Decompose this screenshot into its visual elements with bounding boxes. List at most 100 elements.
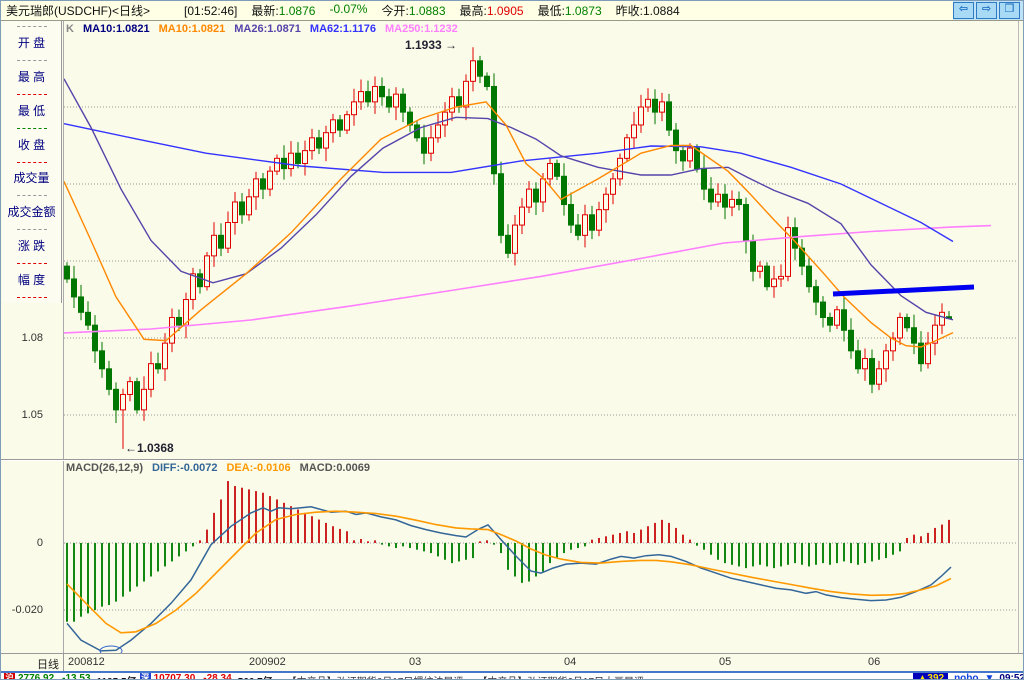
quote-field-value: 1.0876	[278, 4, 316, 18]
ma-line-MA10	[64, 101, 954, 348]
macd-pane	[66, 481, 952, 652]
sidebar-value-dashes	[16, 93, 47, 95]
sidebar-field-label: 成交金额	[7, 205, 56, 220]
filter-funnel-icon[interactable]: ▼	[984, 673, 995, 680]
quote-topbar: 美元瑞郎(USDCHF)<日线> [01:52:46] 最新:1.0876 -0.…	[1, 1, 1023, 21]
y-axis-label: 1.05	[21, 409, 43, 421]
macd-legend: MACD(26,12,9) DIFF:-0.0072 DEA:-0.0106 MACD…	[66, 462, 379, 474]
back-button[interactable]: ⇦	[953, 2, 974, 19]
ma-legend-item: MA10:1.0821	[158, 23, 226, 35]
diff-line	[66, 506, 952, 652]
quote-field: 最低:1.0873	[538, 2, 602, 19]
ma-legend-item: MA10:1.0821	[82, 23, 150, 35]
sidebar-value-dashes	[16, 161, 47, 163]
price-pane	[64, 47, 992, 449]
quote-field: 今开:1.0883	[381, 2, 445, 19]
quote-field-label: 最新:	[251, 4, 279, 18]
x-axis-label: 200812	[68, 656, 105, 668]
x-axis-row: 日线 200812 200902 03 04 05 06	[1, 653, 1023, 672]
y-axis-label: -0.020	[11, 604, 43, 616]
period-tab-daily[interactable]: 日线	[37, 659, 59, 671]
quote-field: 最高:1.0905	[460, 2, 524, 19]
sidebar-value-dashes	[16, 59, 47, 61]
x-axis-label: 06	[868, 656, 881, 668]
ma-legend-item: MA62:1.1176	[309, 23, 376, 35]
x-axis-label: 05	[719, 656, 732, 668]
status-time: 09:52	[999, 673, 1024, 680]
quote-field: -0.07%	[329, 2, 367, 19]
quote-field-value: 1.0883	[408, 4, 446, 18]
market-icon: 沪	[4, 673, 15, 679]
ma-legend-item: MA250:1.1232	[384, 23, 458, 35]
sidebar-value-dashes	[16, 26, 47, 27]
quote-field-value: -0.07%	[329, 2, 368, 16]
y-axis-label: 0	[36, 537, 43, 549]
quote-field-value: 1.0905	[486, 4, 524, 18]
sidebar-value-dashes	[16, 127, 47, 129]
clock: [01:52:46]	[184, 3, 238, 18]
news-headline[interactable]: 【中产品】弘证期货6月17日大豆早评	[477, 677, 644, 679]
sidebar-value-dashes	[16, 229, 47, 231]
ma-legend: K MA10:1.0821 MA10:1.0821 MA26:1.0871 MA62:1…	[66, 23, 467, 35]
sidebar-field-label: 最 高	[17, 69, 46, 84]
macd-legend-item: DIFF:-0.0072	[152, 462, 218, 474]
sidebar-value-dashes	[16, 297, 47, 298]
topbar-buttons: ⇦ ⇨ ❐	[953, 1, 1023, 20]
sidebar-value-dashes	[16, 263, 47, 265]
market-turnover: 1195.5亿	[97, 673, 137, 679]
sidebar-field-label: 收 盘	[17, 137, 46, 152]
nobo-link[interactable]: nobo	[954, 673, 979, 680]
market-change-value: -13.53	[62, 673, 91, 680]
k-indicator-label: K	[66, 23, 74, 35]
market-turnover: 566.7亿	[238, 673, 273, 679]
macd-title: MACD(26,12,9)	[66, 462, 144, 474]
quote-field-label: 今开:	[381, 4, 409, 18]
market-index-value: 2776.92	[18, 673, 55, 680]
sidebar-field-label: 涨 跌	[17, 239, 46, 254]
market-change-value: -28.34	[203, 673, 232, 680]
ma-line-MA26	[64, 78, 954, 321]
dea-line	[66, 510, 952, 634]
field-sidebar: 开 盘最 高最 低收 盘成交量成交金额涨 跌幅 度	[2, 21, 62, 303]
sidebar-field-label: 最 低	[17, 103, 46, 118]
float-window-button[interactable]: ❐	[999, 2, 1020, 19]
low-annotation: ←1.0368	[125, 441, 174, 455]
news-ticker[interactable]: 【中产品】弘证期货6月17日螺纹油早评 【中产品】弘证期货6月17日大豆早评	[273, 673, 914, 679]
quote-fields: 最新:1.0876 -0.07% 今开:1.0883 最高:1.0905 最低:1.08…	[237, 2, 679, 19]
sidebar-field-label: 幅 度	[17, 273, 46, 288]
forward-button[interactable]: ⇨	[976, 2, 997, 19]
ma-line-MA250	[64, 224, 992, 334]
drawn-trendline	[832, 284, 975, 297]
symbol-title: 美元瑞郎(USDCHF)<日线>	[6, 4, 151, 18]
sidebar-field-label: 开 盘	[17, 35, 46, 50]
market-icon: 深	[139, 673, 151, 679]
market-index-value: 10707.30	[153, 673, 196, 680]
quote-field-label: 最低:	[537, 4, 565, 18]
quote-field: 昨收:1.0884	[616, 2, 680, 19]
x-axis-label: 04	[564, 656, 577, 668]
y-axis-label: 1.08	[21, 332, 43, 344]
news-headline[interactable]: 【中产品】弘证期货6月17日螺纹油早评	[287, 677, 464, 679]
high-annotation: 1.1933 →	[405, 38, 458, 52]
macd-legend-item: DEA:-0.0106	[226, 462, 291, 474]
quote-field: 最新:1.0876	[251, 2, 315, 19]
quote-field-label: 最高:	[459, 4, 487, 18]
sidebar-field-label: 成交量	[13, 171, 50, 186]
axis-divider	[63, 654, 64, 672]
sidebar-value-dashes	[16, 195, 47, 197]
ma-line-MA62	[64, 123, 954, 243]
x-axis-label: 03	[409, 656, 422, 668]
macd-legend-item: MACD:0.0069	[299, 462, 370, 474]
quote-field-label: 昨收:	[615, 4, 643, 18]
message-count-badge[interactable]: ▲392	[913, 673, 949, 679]
ma-legend-item: MA26:1.0871	[234, 23, 301, 35]
x-axis-label: 200902	[249, 656, 286, 668]
quote-field-value: 1.0884	[642, 4, 680, 18]
quote-field-value: 1.0873	[564, 4, 602, 18]
